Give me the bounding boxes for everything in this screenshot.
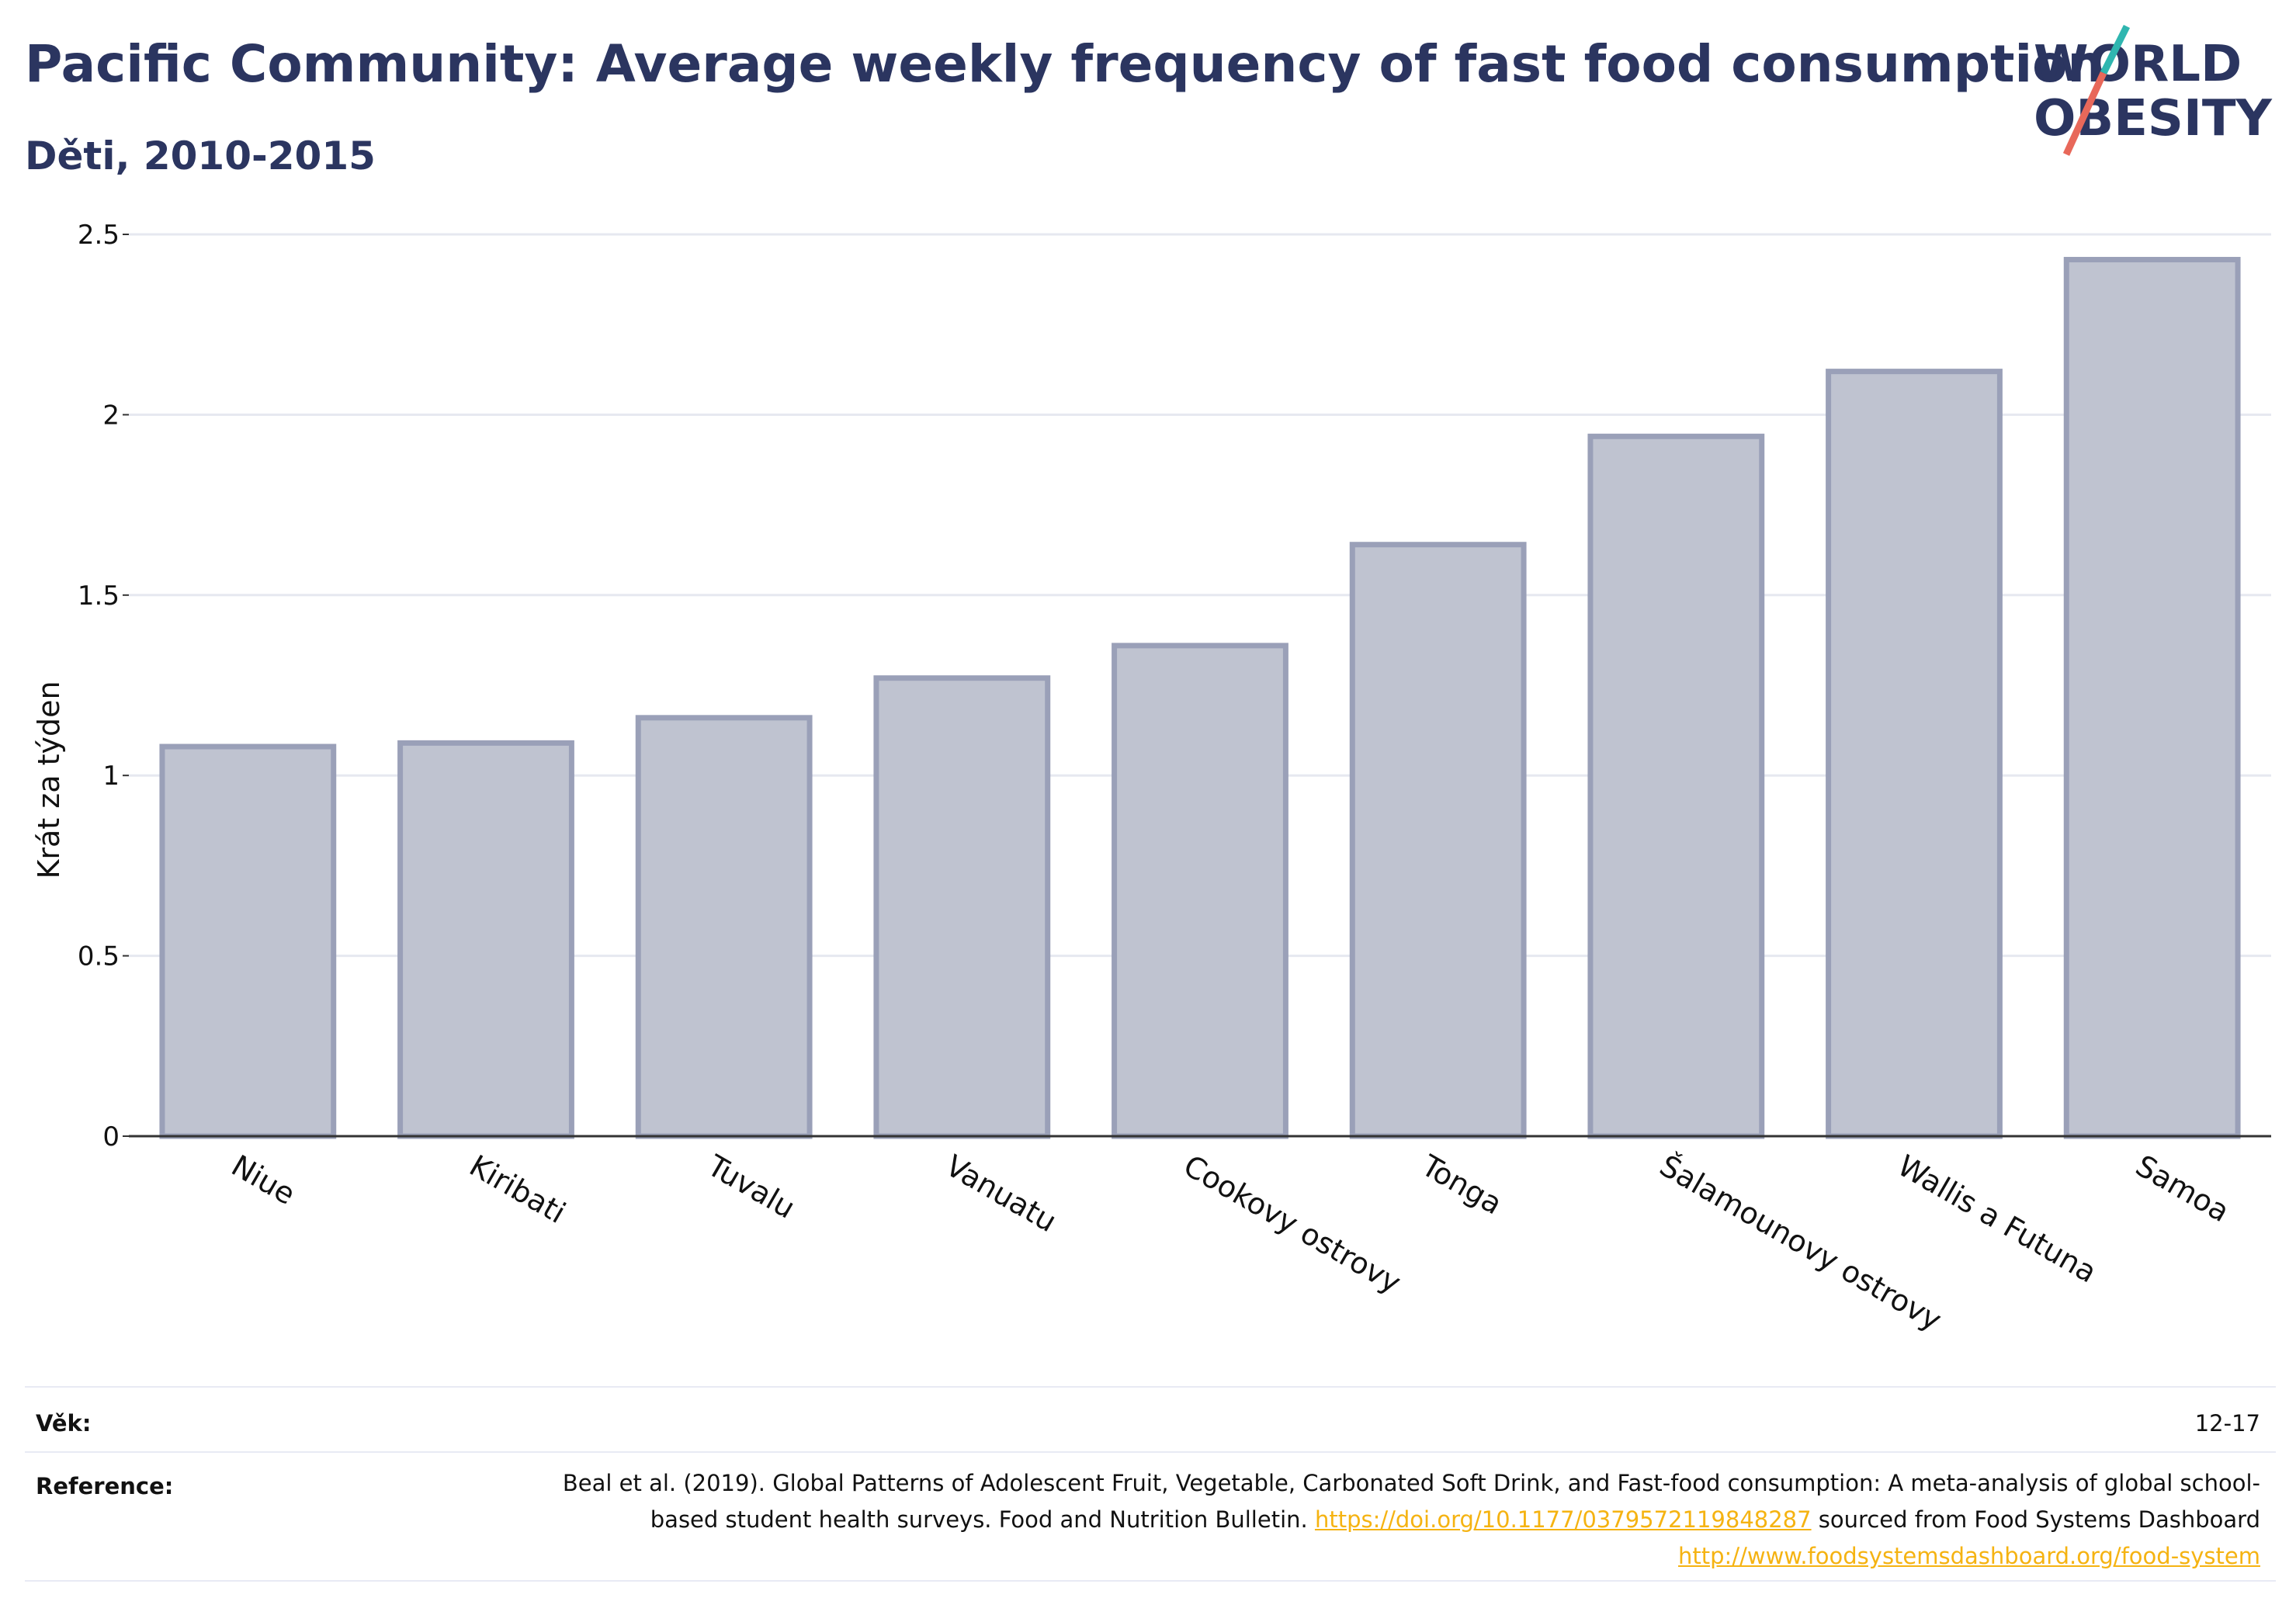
reference-dashboard-link[interactable]: http://www.foodsystemsdashboard.org/food…: [1678, 1543, 2260, 1569]
logo-slash-teal: [2100, 24, 2131, 75]
x-tick-label: Samoa: [2130, 1149, 2235, 1229]
age-value: 12-17: [2194, 1410, 2260, 1437]
reference-citation: Beal et al. (2019). Global Patterns of A…: [562, 1470, 2260, 1533]
footer-divider-mid: [25, 1451, 2276, 1453]
bar-niue[interactable]: [159, 743, 337, 1139]
y-tick-label: 2.5: [78, 220, 120, 251]
bar-tonga[interactable]: [1349, 542, 1527, 1139]
bar-chart: 0 0.5 1 1.5 2 2.5 Niue Kiribati Tuvalu Vanuatu Coo…: [32, 220, 2271, 1337]
bar-kiribati[interactable]: [397, 740, 574, 1139]
bars: [159, 257, 2241, 1139]
axes: [123, 234, 2271, 1138]
footer-divider-bottom: [25, 1580, 2276, 1582]
logo-line-1: WORLD: [2034, 36, 2242, 93]
x-tick-label: Vanuatu: [940, 1149, 1063, 1239]
bar-samoa[interactable]: [2063, 257, 2241, 1139]
y-tick-label: 1: [102, 761, 120, 792]
reference-label: Reference:: [36, 1473, 174, 1499]
x-tick-label: Wallis a Futuna: [1892, 1149, 2103, 1290]
footer-divider-top: [25, 1386, 2276, 1388]
chart-subtitle: Děti, 2010-2015: [25, 133, 376, 178]
bar-cookovy-ostrovy[interactable]: [1112, 643, 1288, 1139]
reference-source: sourced from Food Systems Dashboard: [1818, 1506, 2260, 1533]
y-tick-label: 2: [102, 400, 120, 431]
y-tick-label: 1.5: [78, 581, 120, 612]
age-label: Věk:: [36, 1410, 92, 1437]
world-obesity-logo: WORLD OBESITY: [2034, 24, 2272, 156]
y-axis-label: Krát za týden: [32, 681, 66, 879]
bar-šalamounovy-ostrovy[interactable]: [1587, 433, 1765, 1139]
y-tick-label: 0.5: [78, 941, 120, 972]
x-tick-label: Tonga: [1415, 1148, 1507, 1221]
bar-tuvalu[interactable]: [635, 715, 813, 1139]
x-tick-label: Kiribati: [464, 1149, 572, 1230]
chart-title: Pacific Community: Average weekly freque…: [25, 34, 2104, 94]
logo-slash-coral: [2062, 71, 2107, 156]
x-tick-label: Tuvalu: [701, 1148, 800, 1225]
reference-doi-link[interactable]: https://doi.org/10.1177/0379572119848287: [1314, 1506, 1812, 1533]
reference-text: Beal et al. (2019). Global Patterns of A…: [553, 1465, 2260, 1575]
bar-vanuatu[interactable]: [873, 675, 1051, 1139]
bar-wallis-a-futuna[interactable]: [1826, 369, 2003, 1139]
x-tick-label: Niue: [226, 1149, 301, 1211]
y-tick-label: 0: [102, 1121, 120, 1152]
x-tick-label: Cookovy ostrovy: [1178, 1149, 1407, 1301]
